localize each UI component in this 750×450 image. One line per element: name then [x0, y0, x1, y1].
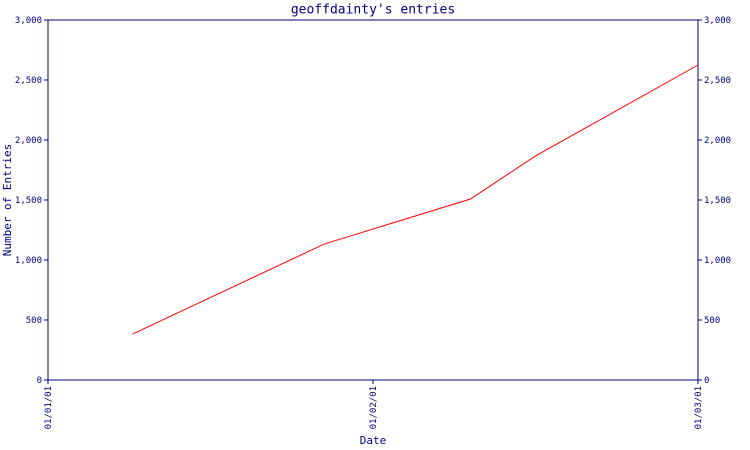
- x-tick-label: 01/03/01: [694, 386, 704, 429]
- chart-title: geoffdainty's entries: [291, 3, 455, 18]
- y-tick-label: 2,500: [15, 76, 42, 86]
- x-tick-label: 01/01/01: [44, 386, 54, 429]
- y2-tick-label: 1,000: [704, 256, 731, 266]
- data-line: [132, 64, 699, 335]
- y-tick-label: 2,000: [15, 136, 42, 146]
- y-tick-label: 3,000: [15, 16, 42, 26]
- y-axis-label: Number of Entries: [1, 144, 14, 257]
- y2-tick-label: 2,000: [704, 136, 731, 146]
- plot-frame: [47, 19, 699, 381]
- y-tick-label: 1,000: [15, 256, 42, 266]
- x-tick-label: 01/02/01: [369, 386, 379, 429]
- y-tick-label: 500: [26, 316, 42, 326]
- y2-tick-label: 500: [704, 316, 720, 326]
- y2-tick-label: 1,500: [704, 196, 731, 206]
- y2-tick-label: 3,000: [704, 16, 731, 26]
- y2-tick-label: 2,500: [704, 76, 731, 86]
- y-tick-label: 1,500: [15, 196, 42, 206]
- y2-tick-label: 0: [704, 376, 709, 386]
- y-tick-label: 0: [37, 376, 42, 386]
- x-axis-label: Date: [360, 434, 387, 447]
